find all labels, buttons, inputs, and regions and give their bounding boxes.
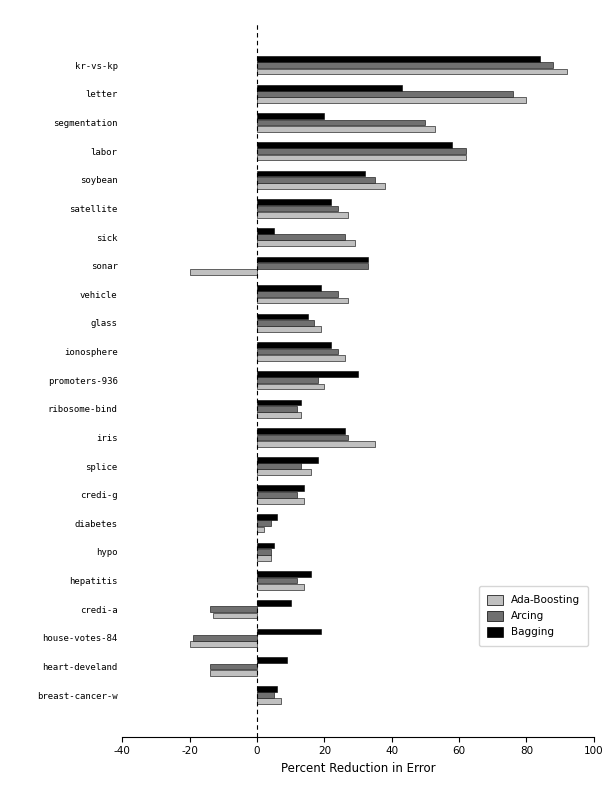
Bar xyxy=(257,686,277,691)
Bar xyxy=(257,355,345,360)
Bar xyxy=(257,113,324,119)
Bar xyxy=(257,435,348,440)
Bar xyxy=(257,514,277,520)
Bar xyxy=(257,692,274,698)
Bar xyxy=(257,342,331,348)
Bar xyxy=(257,228,274,234)
Bar xyxy=(257,555,271,561)
Bar xyxy=(257,183,385,189)
Bar xyxy=(190,642,257,647)
Bar xyxy=(257,485,304,491)
Bar xyxy=(257,492,297,497)
Bar xyxy=(257,257,368,262)
Bar xyxy=(257,154,466,160)
Bar xyxy=(257,234,345,240)
Bar xyxy=(210,606,257,612)
Bar xyxy=(257,320,315,326)
Bar xyxy=(210,664,257,669)
Bar xyxy=(257,148,466,154)
Bar xyxy=(257,463,300,469)
Bar xyxy=(257,326,321,332)
Bar xyxy=(257,85,401,90)
Bar xyxy=(257,600,291,606)
Bar xyxy=(257,170,365,177)
Bar xyxy=(257,457,318,463)
Bar xyxy=(257,441,375,447)
Bar xyxy=(257,400,300,406)
Bar xyxy=(257,584,304,590)
Bar xyxy=(257,69,567,74)
Bar xyxy=(257,428,345,434)
Bar xyxy=(257,177,375,183)
Bar xyxy=(257,498,304,504)
Bar xyxy=(257,577,297,584)
Bar xyxy=(257,406,297,412)
Bar xyxy=(257,412,300,418)
Bar xyxy=(257,314,307,319)
Bar xyxy=(257,571,311,577)
Bar xyxy=(257,549,271,554)
Bar xyxy=(257,527,264,532)
Bar xyxy=(257,699,280,704)
Bar xyxy=(257,520,271,526)
Bar xyxy=(257,91,513,97)
Bar xyxy=(257,97,526,103)
Bar xyxy=(213,612,257,619)
Legend: Ada-Boosting, Arcing, Bagging: Ada-Boosting, Arcing, Bagging xyxy=(479,586,588,645)
Bar xyxy=(257,212,348,218)
Bar xyxy=(257,63,553,68)
Bar xyxy=(193,635,257,641)
Bar xyxy=(257,377,318,383)
Bar xyxy=(257,371,358,377)
Bar xyxy=(257,126,436,131)
Bar xyxy=(257,285,321,291)
Bar xyxy=(210,670,257,676)
Bar xyxy=(257,629,321,634)
Bar xyxy=(257,657,287,663)
Bar xyxy=(257,543,274,548)
Bar xyxy=(257,200,331,205)
Bar xyxy=(190,269,257,275)
Bar xyxy=(257,383,324,390)
Bar xyxy=(257,298,348,303)
Bar xyxy=(257,470,311,475)
Bar xyxy=(257,206,338,211)
Bar xyxy=(257,142,452,148)
Bar xyxy=(257,120,425,125)
X-axis label: Percent Reduction in Error: Percent Reduction in Error xyxy=(281,762,435,775)
Bar xyxy=(257,291,338,297)
Bar xyxy=(257,263,368,268)
Bar xyxy=(257,241,355,246)
Bar xyxy=(257,348,338,354)
Bar xyxy=(257,56,540,62)
